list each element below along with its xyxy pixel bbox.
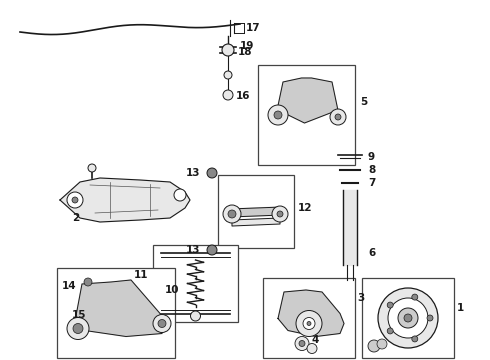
Bar	[153, 245, 238, 322]
Circle shape	[368, 340, 380, 352]
Polygon shape	[74, 280, 164, 337]
Circle shape	[268, 105, 288, 125]
Text: 13: 13	[186, 245, 200, 255]
Circle shape	[73, 324, 83, 333]
Circle shape	[388, 298, 428, 338]
Circle shape	[153, 315, 171, 333]
Circle shape	[207, 245, 217, 255]
Text: 13: 13	[186, 168, 200, 178]
Circle shape	[84, 278, 92, 286]
Circle shape	[224, 71, 232, 79]
Circle shape	[387, 302, 393, 308]
Text: 19: 19	[240, 41, 254, 51]
Polygon shape	[230, 207, 282, 217]
Circle shape	[303, 318, 315, 329]
Text: 4: 4	[312, 335, 319, 345]
Circle shape	[88, 164, 96, 172]
Circle shape	[174, 189, 186, 201]
Bar	[362, 278, 454, 358]
Circle shape	[404, 314, 412, 322]
Text: 17: 17	[246, 23, 261, 33]
Text: 1: 1	[457, 303, 464, 313]
Polygon shape	[343, 190, 357, 265]
Circle shape	[223, 90, 233, 100]
Circle shape	[272, 206, 288, 222]
Circle shape	[274, 111, 282, 119]
Circle shape	[296, 310, 322, 337]
Bar	[258, 65, 355, 165]
Circle shape	[307, 321, 311, 325]
Text: 16: 16	[236, 91, 250, 101]
Circle shape	[378, 288, 438, 348]
Circle shape	[330, 109, 346, 125]
Text: 2: 2	[72, 213, 79, 223]
Circle shape	[335, 114, 341, 120]
Polygon shape	[60, 178, 190, 222]
Text: 14: 14	[62, 281, 76, 291]
Circle shape	[67, 318, 89, 339]
Circle shape	[277, 211, 283, 217]
Circle shape	[412, 336, 418, 342]
Circle shape	[228, 210, 236, 218]
Bar	[263, 278, 355, 358]
Circle shape	[295, 337, 309, 351]
Text: 7: 7	[368, 178, 375, 188]
Text: 12: 12	[298, 203, 313, 213]
Circle shape	[207, 168, 217, 178]
Circle shape	[377, 339, 387, 349]
Text: 6: 6	[368, 248, 375, 257]
Polygon shape	[275, 78, 340, 123]
Circle shape	[67, 192, 83, 208]
Circle shape	[222, 44, 234, 56]
Circle shape	[72, 197, 78, 203]
Text: 18: 18	[238, 47, 252, 57]
Circle shape	[307, 343, 317, 354]
Text: 8: 8	[368, 165, 375, 175]
Circle shape	[387, 328, 393, 334]
Text: 9: 9	[368, 152, 375, 162]
Circle shape	[158, 320, 166, 328]
Polygon shape	[232, 218, 280, 226]
Bar	[218, 175, 294, 248]
Polygon shape	[278, 290, 344, 337]
Text: 5: 5	[360, 97, 367, 107]
Circle shape	[223, 205, 241, 223]
Circle shape	[191, 311, 200, 321]
Text: 11: 11	[133, 270, 148, 280]
Text: 3: 3	[357, 293, 364, 303]
Bar	[57, 268, 175, 358]
Circle shape	[299, 341, 305, 346]
Text: 15: 15	[72, 310, 87, 320]
Text: 10: 10	[165, 285, 179, 295]
Circle shape	[398, 308, 418, 328]
Circle shape	[412, 294, 418, 300]
Circle shape	[427, 315, 433, 321]
